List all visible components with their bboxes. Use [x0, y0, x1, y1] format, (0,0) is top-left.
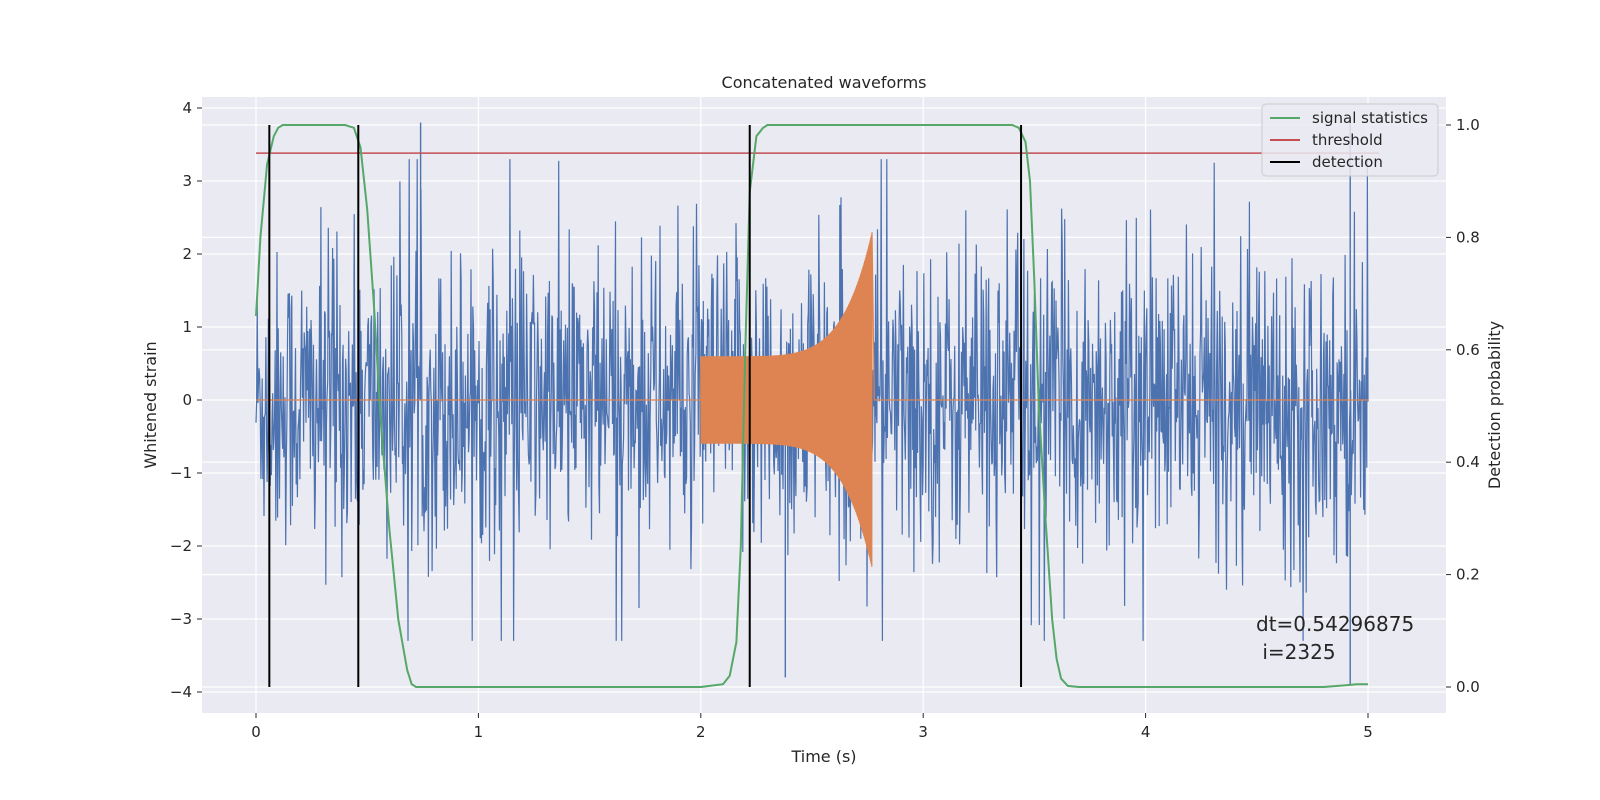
x-tick-label: 0 [251, 723, 261, 741]
y-tick-label: −1 [170, 464, 192, 482]
y-tick-label: 4 [182, 99, 192, 117]
y2-tick-label: 0.2 [1456, 566, 1480, 584]
legend-label: signal statistics [1312, 109, 1428, 127]
y2-tick-label: 0.8 [1456, 228, 1480, 246]
x-tick-label: 5 [1363, 723, 1373, 741]
strain-spikes [419, 122, 1351, 685]
y-tick-label: −3 [170, 610, 192, 628]
annotation-i: i=2325 [1256, 640, 1336, 664]
y-tick-label: 0 [182, 391, 192, 409]
axis-ticks: 0 1 2 3 4 5 −4 −3 −2 −1 0 1 2 3 4 0.0 0.2 0.4 0.6 0.8 1.0 [170, 99, 1480, 741]
legend-box [1261, 103, 1439, 177]
y2-axis-label: Detection probability [1485, 321, 1504, 489]
x-tick-label: 3 [918, 723, 928, 741]
legend: signal statistics threshold detection [1261, 103, 1439, 177]
y-tick-label: −4 [170, 683, 192, 701]
x-tick-label: 4 [1141, 723, 1151, 741]
y-tick-label: −2 [170, 537, 192, 555]
legend-label: threshold [1312, 131, 1383, 149]
y2-tick-label: 1.0 [1456, 116, 1480, 134]
y-tick-label: 1 [182, 318, 192, 336]
y-axis-label: Whitened strain [141, 341, 160, 468]
x-tick-label: 2 [696, 723, 706, 741]
y-tick-label: 2 [182, 245, 192, 263]
signal-statistics-line [255, 124, 1368, 688]
annotation-dt: dt=0.54296875 [1256, 612, 1414, 636]
injected-chirp [256, 232, 1368, 567]
y2-tick-label: 0.6 [1456, 341, 1480, 359]
chart-title: Concatenated waveforms [722, 73, 927, 92]
y2-tick-label: 0.4 [1456, 453, 1480, 471]
legend-label: detection [1312, 153, 1383, 171]
x-tick-label: 1 [474, 723, 484, 741]
x-axis-label: Time (s) [790, 747, 856, 766]
y-tick-label: 3 [182, 172, 192, 190]
y2-tick-label: 0.0 [1456, 678, 1480, 696]
series-layer [255, 122, 1380, 688]
